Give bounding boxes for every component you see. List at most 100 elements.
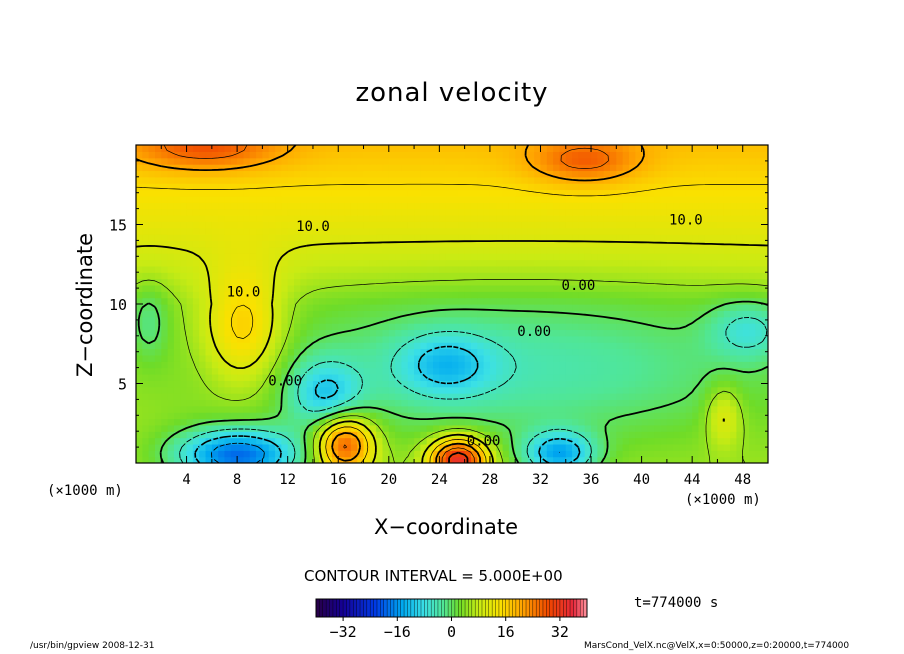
field-cell	[262, 145, 270, 152]
field-cell	[704, 265, 712, 273]
field-cell	[306, 393, 314, 400]
field-cell	[578, 323, 586, 331]
field-cell	[154, 170, 162, 178]
field-cell	[761, 405, 768, 413]
field-cell	[711, 176, 719, 184]
field-cell	[749, 310, 756, 318]
field-cell	[142, 310, 150, 318]
field-cell	[363, 272, 371, 280]
field-cell	[262, 456, 270, 463]
field-cell	[167, 246, 175, 254]
field-cell	[698, 221, 706, 229]
field-cell	[376, 151, 384, 159]
field-cell	[578, 386, 586, 394]
field-cell	[508, 157, 516, 165]
field-cell	[319, 323, 327, 331]
field-cell	[161, 291, 169, 299]
field-cell	[527, 170, 535, 178]
field-cell	[136, 367, 143, 375]
field-cell	[268, 393, 276, 400]
field-cell	[426, 259, 434, 267]
field-cell	[730, 418, 737, 426]
field-cell	[692, 450, 700, 458]
field-cell	[496, 195, 504, 203]
field-cell	[641, 170, 649, 178]
field-cell	[723, 316, 731, 324]
field-cell	[401, 183, 409, 191]
field-cell	[654, 443, 662, 451]
field-cell	[464, 145, 472, 152]
field-cell	[679, 265, 687, 273]
field-cell	[161, 393, 169, 400]
field-cell	[218, 157, 226, 165]
field-cell	[249, 310, 257, 318]
field-cell	[666, 189, 674, 197]
field-cell	[173, 399, 181, 407]
field-cell	[546, 380, 554, 388]
field-cell	[736, 278, 744, 286]
field-cell	[180, 272, 188, 280]
field-cell	[167, 157, 175, 165]
field-cell	[622, 221, 630, 229]
field-cell	[439, 348, 447, 356]
field-cell	[287, 354, 295, 362]
field-cell	[736, 323, 744, 331]
field-cell	[761, 151, 768, 159]
field-cell	[584, 195, 592, 203]
field-cell	[749, 361, 756, 369]
field-cell	[281, 145, 289, 152]
field-cell	[749, 284, 756, 292]
field-cell	[464, 272, 472, 280]
field-cell	[717, 412, 725, 420]
field-cell	[553, 431, 561, 439]
field-cell	[647, 412, 655, 420]
field-cell	[666, 373, 674, 381]
field-cell	[736, 393, 744, 400]
field-cell	[711, 361, 719, 369]
field-cell	[256, 342, 263, 350]
field-cell	[578, 214, 586, 222]
field-cell	[546, 189, 554, 197]
field-cell	[736, 431, 744, 439]
field-cell	[755, 246, 763, 254]
field-cell	[660, 393, 668, 400]
field-cell	[414, 214, 421, 222]
field-cell	[136, 272, 143, 280]
field-cell	[534, 456, 542, 463]
field-cell	[445, 170, 453, 178]
field-cell	[344, 335, 352, 343]
field-cell	[167, 145, 175, 152]
field-cell	[294, 183, 301, 191]
field-cell	[591, 348, 598, 356]
field-cell	[464, 297, 472, 305]
field-cell	[369, 202, 377, 210]
field-cell	[464, 380, 472, 388]
field-cell	[312, 278, 320, 286]
field-cell	[433, 342, 440, 350]
field-cell	[331, 304, 339, 311]
field-cell	[249, 335, 257, 343]
field-cell	[622, 424, 630, 432]
field-cell	[281, 208, 289, 216]
field-cell	[350, 297, 358, 305]
field-cell	[704, 342, 712, 350]
field-cell	[426, 329, 434, 337]
field-cell	[199, 164, 207, 172]
field-cell	[300, 393, 308, 400]
field-cell	[300, 278, 308, 286]
field-cell	[527, 183, 535, 191]
field-cell	[142, 234, 150, 241]
field-cell	[723, 342, 731, 350]
field-cell	[591, 170, 598, 178]
field-cell	[306, 284, 314, 292]
field-cell	[534, 170, 542, 178]
field-cell	[312, 227, 320, 235]
field-cell	[496, 253, 504, 261]
field-cell	[262, 335, 270, 343]
field-cell	[395, 443, 403, 451]
field-cell	[268, 176, 276, 184]
field-cell	[350, 437, 358, 445]
field-cell	[382, 202, 390, 210]
field-cell	[199, 221, 207, 229]
field-cell	[527, 284, 535, 292]
